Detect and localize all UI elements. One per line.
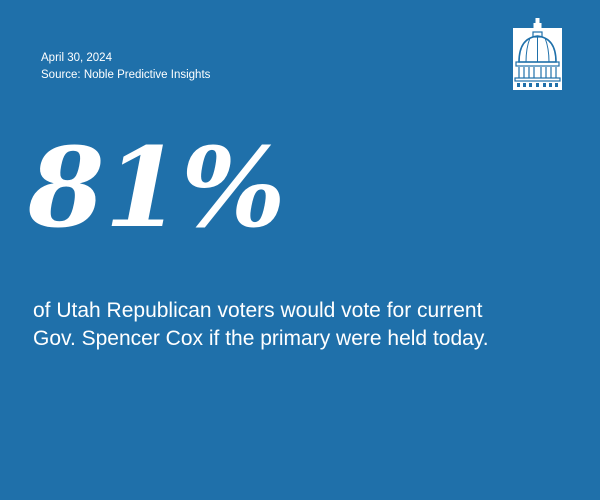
- capitol-dome-icon: [513, 18, 562, 91]
- caption-line: Gov. Spencer Cox if the primary were hel…: [33, 327, 489, 350]
- source-line: Source: Noble Predictive Insights: [41, 69, 211, 81]
- headline-caption: of Utah Republican voters would vote for…: [33, 297, 573, 353]
- caption-line: of Utah Republican voters would vote for…: [33, 299, 483, 322]
- publish-date: April 30, 2024: [41, 52, 112, 64]
- headline-percentage: 81%: [28, 123, 286, 252]
- meta-info: April 30, 2024 Source: Noble Predictive …: [41, 50, 210, 84]
